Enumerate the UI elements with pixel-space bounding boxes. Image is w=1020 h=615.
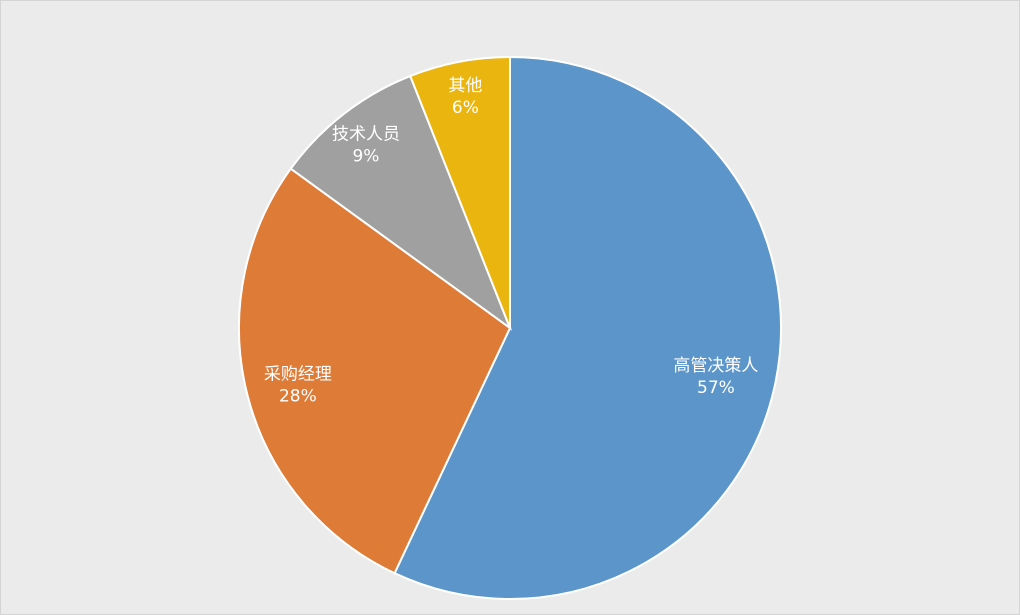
pie-slice-1 xyxy=(238,167,512,575)
slice-percent-label: 57% xyxy=(697,378,735,398)
slice-percent-label: 28% xyxy=(279,386,317,406)
slice-category-label: 采购经理 xyxy=(264,364,332,384)
slice-percent-label: 6% xyxy=(452,98,479,118)
slice-category-label: 高管决策人 xyxy=(673,356,758,376)
slice-category-label: 其他 xyxy=(448,76,482,96)
slice-percent-label: 9% xyxy=(352,146,379,166)
slice-category-label: 技术人员 xyxy=(332,124,400,144)
pie-slice-2 xyxy=(289,74,513,331)
pie-slice-0 xyxy=(393,55,782,600)
pie-slice-3 xyxy=(408,55,511,329)
